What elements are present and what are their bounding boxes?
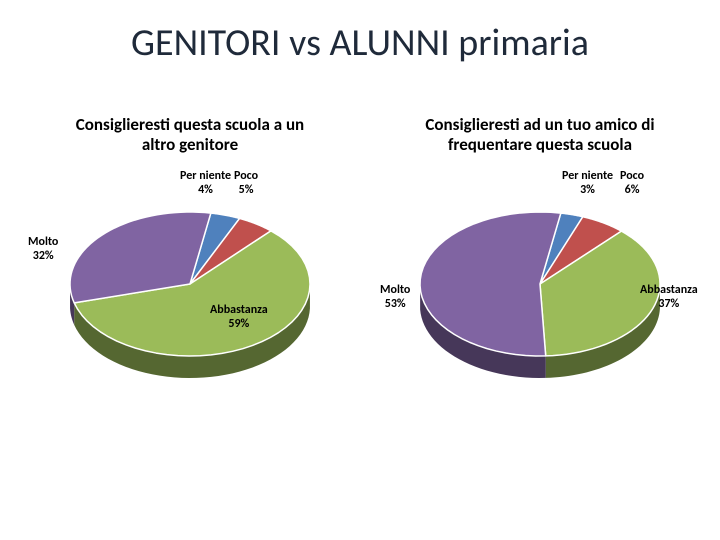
chart-left-pie: Per niente4% Poco5% Abbastanza59% Molto3… [20, 164, 360, 404]
slice-label-per-niente: Per niente3% [562, 170, 613, 198]
chart-left: Consiglieresti questa scuola a un altro … [20, 115, 360, 404]
chart-left-title: Consiglieresti questa scuola a un altro … [20, 115, 360, 156]
slice-label-poco: Poco6% [620, 170, 644, 198]
slice-label-poco: Poco5% [234, 170, 258, 198]
slide: GENITORI vs ALUNNI primaria Consiglieres… [0, 0, 720, 540]
chart-right-pie: Per niente3% Poco6% Abbastanza37% Molto5… [370, 164, 710, 404]
slice-label-molto: Molto32% [28, 236, 58, 264]
page-title: GENITORI vs ALUNNI primaria [0, 20, 720, 66]
chart-right: Consiglieresti ad un tuo amico di freque… [370, 115, 710, 404]
slice-label-per-niente: Per niente4% [180, 170, 231, 198]
chart-right-title: Consiglieresti ad un tuo amico di freque… [370, 115, 710, 156]
slice-label-abbastanza: Abbastanza37% [640, 284, 698, 312]
slice-label-molto: Molto53% [380, 284, 410, 312]
slice-label-abbastanza: Abbastanza59% [210, 304, 268, 332]
